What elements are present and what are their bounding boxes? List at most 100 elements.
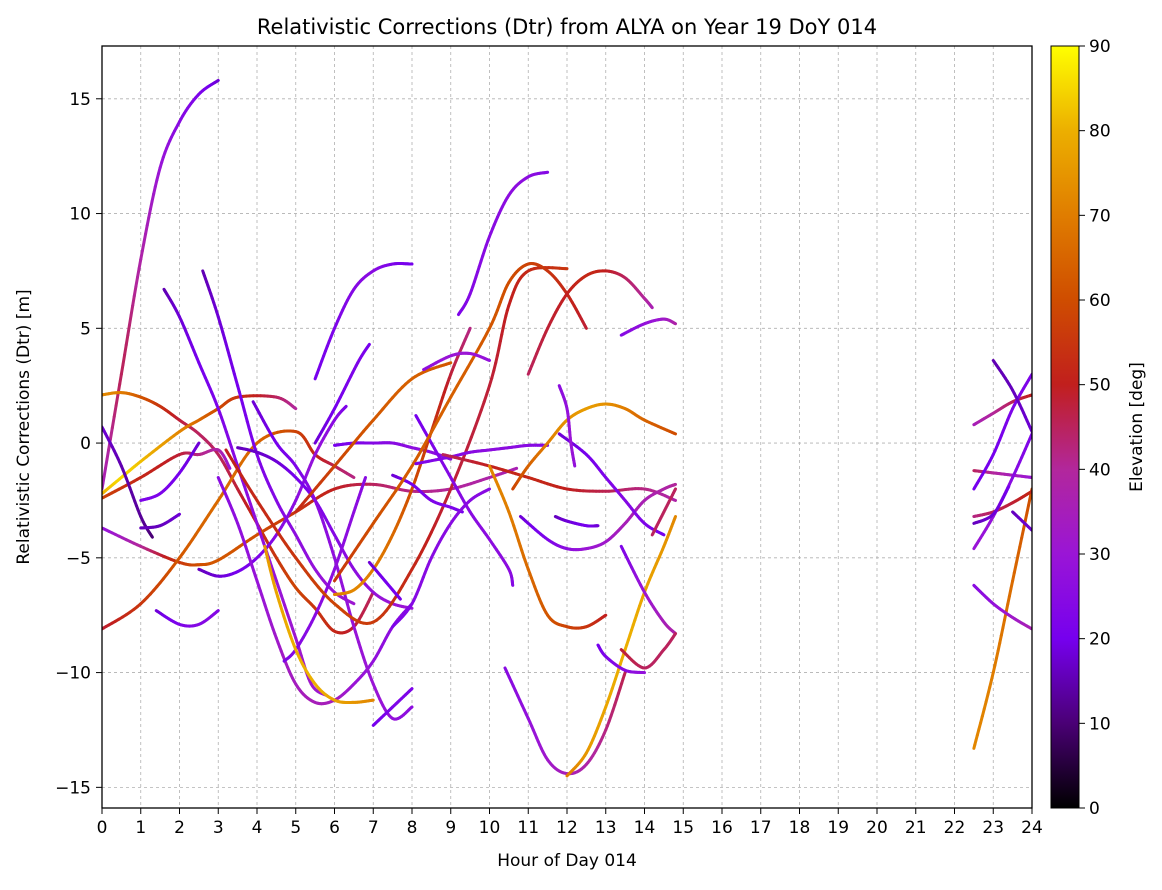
satellite-track bbox=[1013, 512, 1032, 530]
x-tick-label: 17 bbox=[750, 818, 772, 838]
y-tick-label: −15 bbox=[55, 778, 91, 798]
satellite-track bbox=[203, 271, 354, 604]
track-point bbox=[217, 80, 218, 81]
satellite-track bbox=[528, 271, 652, 374]
track-point bbox=[346, 406, 347, 407]
track-point bbox=[585, 327, 586, 329]
x-tick-label: 16 bbox=[711, 818, 733, 838]
colorbar-tick-label: 0 bbox=[1089, 799, 1100, 819]
track-point bbox=[179, 514, 180, 515]
colorbar-tick-label: 20 bbox=[1089, 630, 1111, 650]
track-point bbox=[217, 611, 218, 612]
colorbar-tick-label: 10 bbox=[1089, 714, 1111, 734]
x-tick-label: 4 bbox=[252, 818, 263, 838]
x-tick-label: 22 bbox=[944, 818, 966, 838]
x-tick-label: 15 bbox=[672, 818, 694, 838]
y-tick-label: 5 bbox=[80, 319, 91, 339]
track-point bbox=[675, 489, 676, 490]
satellite-track bbox=[102, 449, 230, 498]
x-tick-label: 19 bbox=[827, 818, 849, 838]
x-tick-label: 1 bbox=[135, 818, 146, 838]
grid-lines bbox=[102, 46, 1032, 808]
x-tick-label: 0 bbox=[97, 818, 108, 838]
track-point bbox=[114, 406, 116, 417]
track-point bbox=[1008, 487, 1009, 488]
track-point bbox=[295, 408, 296, 409]
satellite-track bbox=[559, 434, 664, 535]
x-tick-label: 14 bbox=[634, 818, 656, 838]
satellite-track bbox=[621, 546, 675, 633]
x-tick-label: 18 bbox=[789, 818, 811, 838]
y-tick-label: −10 bbox=[55, 664, 91, 684]
x-tick-label: 12 bbox=[556, 818, 578, 838]
chart-title: Relativistic Corrections (Dtr) from ALYA… bbox=[257, 15, 877, 39]
y-axis-label: Relativistic Corrections (Dtr) [m] bbox=[14, 289, 34, 564]
x-tick-label: 23 bbox=[982, 818, 1004, 838]
x-tick-label: 21 bbox=[905, 818, 927, 838]
colorbar-tick-label: 60 bbox=[1089, 291, 1111, 311]
track-point bbox=[128, 325, 130, 335]
x-tick-label: 8 bbox=[407, 818, 418, 838]
x-tick-label: 10 bbox=[479, 818, 501, 838]
track-point bbox=[449, 363, 451, 364]
x-tick-label: 2 bbox=[174, 818, 185, 838]
track-point bbox=[112, 417, 114, 428]
satellite-track bbox=[156, 611, 218, 626]
satellite-track bbox=[621, 319, 675, 335]
colorbar-tick-label: 30 bbox=[1089, 545, 1111, 565]
track-point bbox=[110, 428, 112, 439]
colorbar-tick-label: 40 bbox=[1089, 460, 1111, 480]
satellite-track bbox=[102, 427, 152, 537]
track-point bbox=[107, 449, 109, 459]
track-point bbox=[353, 603, 354, 604]
colorbar bbox=[1051, 46, 1079, 808]
satellite-track bbox=[315, 264, 412, 379]
x-tick-label: 11 bbox=[517, 818, 539, 838]
satellite-track bbox=[102, 80, 218, 489]
colorbar-tick-label: 50 bbox=[1089, 376, 1111, 396]
track-point bbox=[674, 500, 675, 501]
track-point bbox=[411, 689, 412, 690]
satellite-track bbox=[974, 489, 1032, 748]
track-point bbox=[605, 615, 606, 616]
x-tick-label: 7 bbox=[368, 818, 379, 838]
track-point bbox=[126, 335, 128, 345]
track-point bbox=[116, 395, 118, 406]
track-point bbox=[229, 467, 230, 468]
track-point bbox=[489, 489, 490, 490]
colorbar-tick-label: 90 bbox=[1089, 37, 1111, 57]
y-tick-label: 0 bbox=[80, 434, 91, 454]
x-axis-label: Hour of Day 014 bbox=[497, 851, 637, 871]
colorbar-label: Elevation [deg] bbox=[1127, 362, 1147, 492]
track-point bbox=[675, 634, 676, 635]
track-point bbox=[120, 374, 122, 384]
track-point bbox=[674, 433, 676, 434]
satellite-track bbox=[505, 668, 625, 774]
satellite-track bbox=[567, 517, 676, 776]
track-point bbox=[675, 517, 676, 518]
track-point bbox=[663, 534, 664, 535]
y-tick-label: 15 bbox=[69, 90, 91, 110]
colorbar-tick-label: 70 bbox=[1089, 206, 1111, 226]
track-point bbox=[469, 328, 470, 330]
x-tick-label: 9 bbox=[445, 818, 456, 838]
track-point bbox=[152, 536, 153, 537]
track-point bbox=[365, 477, 366, 479]
x-tick-label: 24 bbox=[1021, 818, 1043, 838]
satellite-track bbox=[974, 374, 1032, 489]
track-point bbox=[411, 707, 412, 708]
satellite-track bbox=[102, 393, 373, 633]
track-point bbox=[369, 344, 370, 345]
satellite-track bbox=[521, 484, 676, 549]
track-point bbox=[624, 673, 625, 676]
satellite-track bbox=[164, 289, 327, 695]
x-tick-label: 5 bbox=[290, 818, 301, 838]
track-point bbox=[353, 477, 354, 478]
x-tick-label: 3 bbox=[213, 818, 224, 838]
satellite-track bbox=[555, 517, 598, 527]
track-point bbox=[198, 443, 199, 444]
